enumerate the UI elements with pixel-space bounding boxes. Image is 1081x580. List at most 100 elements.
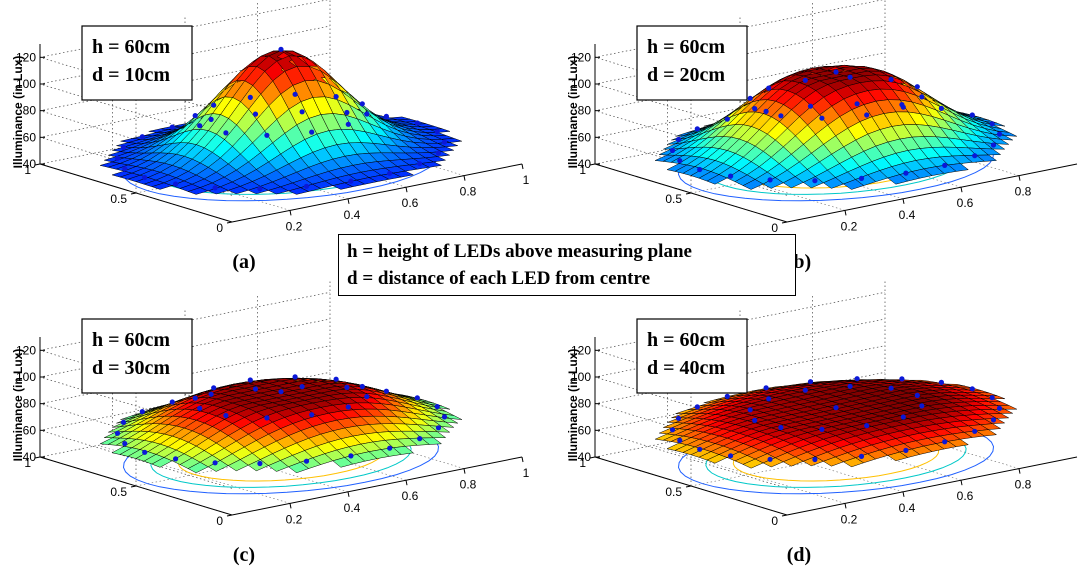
x-tick-label: 0.8 xyxy=(460,478,477,492)
y-tick-label: 0.5 xyxy=(665,485,682,499)
measured-point xyxy=(888,76,894,83)
measured-point xyxy=(303,183,310,189)
measured-point xyxy=(972,428,978,434)
z-axis-label: Illuminance (in Lux) xyxy=(566,56,580,169)
measured-point xyxy=(728,453,734,459)
z-tick-label: 120 xyxy=(16,50,36,64)
x-tick xyxy=(521,456,524,463)
x-axis-line xyxy=(786,163,1078,223)
measured-point xyxy=(387,170,393,176)
measured-point xyxy=(766,85,772,91)
parameter-box xyxy=(636,318,748,394)
measured-point xyxy=(677,437,683,443)
measured-point xyxy=(333,376,339,382)
measured-point xyxy=(747,95,753,101)
x-tick-label: 0.6 xyxy=(402,489,419,503)
measured-point xyxy=(858,175,865,181)
x-tick-label: 0.2 xyxy=(841,219,858,233)
measured-point xyxy=(441,414,448,420)
x-tick-label: 0.2 xyxy=(286,219,303,233)
x-tick-label: 0.8 xyxy=(1015,185,1032,199)
y-tick xyxy=(685,192,692,195)
measured-point xyxy=(747,407,753,413)
measured-point xyxy=(669,427,676,433)
y-tick-label: 1 xyxy=(24,163,31,177)
measured-point xyxy=(211,385,217,391)
measured-point xyxy=(309,129,315,135)
surface-cell xyxy=(432,420,455,428)
parameter-label: h = 60cm xyxy=(92,329,170,351)
y-tick-label: 0.5 xyxy=(110,485,127,499)
x-tick-label: 0.6 xyxy=(957,196,974,210)
measured-point xyxy=(812,456,818,463)
measured-point xyxy=(139,409,145,415)
x-tick xyxy=(844,503,847,509)
measured-point xyxy=(812,178,818,184)
panel-label: (a) xyxy=(232,251,255,273)
measured-point xyxy=(197,123,203,129)
parameter-label: d = 20cm xyxy=(647,64,725,86)
measured-point xyxy=(778,424,784,431)
y-tick-label: 0 xyxy=(216,514,223,528)
x-tick xyxy=(902,198,905,204)
x-tick-label: 0.8 xyxy=(1015,478,1032,492)
measured-point xyxy=(345,404,351,410)
x-tick-label: 0.4 xyxy=(344,208,361,222)
measured-point xyxy=(344,384,350,390)
measured-point xyxy=(114,430,121,436)
y-tick xyxy=(685,485,692,488)
measured-point xyxy=(833,405,839,411)
surface-cell xyxy=(987,137,1010,145)
measured-point xyxy=(724,393,730,399)
measured-point xyxy=(900,104,906,110)
measured-point xyxy=(192,113,198,119)
measured-point xyxy=(212,185,218,191)
measured-point xyxy=(264,415,270,421)
measured-point xyxy=(694,126,700,132)
measured-point xyxy=(899,376,905,382)
measured-point xyxy=(309,412,315,418)
measured-point xyxy=(257,460,263,467)
y-tick xyxy=(130,485,137,488)
measured-point xyxy=(752,417,758,423)
measured-point xyxy=(417,436,423,442)
x-tick xyxy=(347,491,350,497)
measured-point xyxy=(675,415,682,421)
measured-point xyxy=(728,173,734,179)
measured-point xyxy=(903,170,909,176)
z-tick-label: 40 xyxy=(578,450,592,464)
surface-cell xyxy=(420,161,443,168)
measured-point xyxy=(359,101,365,107)
y-tick-label: 0.5 xyxy=(110,192,127,206)
y-tick-label: 0 xyxy=(771,514,778,528)
x-tick xyxy=(1018,175,1021,181)
measured-point xyxy=(387,445,393,451)
measured-point xyxy=(990,417,997,423)
surface-cell xyxy=(984,395,1006,400)
measured-point xyxy=(724,116,730,122)
surface-cell xyxy=(432,146,455,152)
z-tick-label: 40 xyxy=(578,157,592,171)
measured-point xyxy=(854,101,860,107)
surface-cell xyxy=(947,439,969,447)
measured-point xyxy=(990,142,997,148)
measured-point xyxy=(858,453,865,459)
x-tick xyxy=(463,175,466,181)
x-tick-label: 0.6 xyxy=(957,489,974,503)
measured-point xyxy=(139,134,145,140)
z-tick-label: 60 xyxy=(23,423,37,437)
measured-point xyxy=(989,121,995,127)
measured-point xyxy=(763,385,769,391)
x-tick-label: 0.2 xyxy=(286,512,303,526)
x-tick xyxy=(463,468,466,474)
measured-point xyxy=(807,379,814,385)
z-tick-label: 120 xyxy=(16,343,36,357)
measured-point xyxy=(996,131,1003,137)
z-tick-label: 80 xyxy=(578,104,592,118)
measured-point xyxy=(292,91,298,97)
measured-point xyxy=(767,177,773,183)
z-axis-label: Illuminance (in Lux) xyxy=(11,56,25,169)
